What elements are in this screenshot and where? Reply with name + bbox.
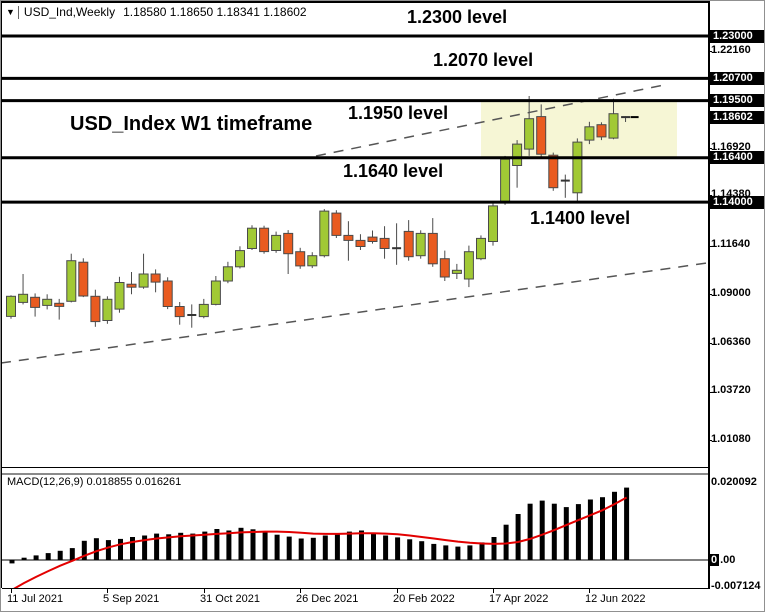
- level-label[interactable]: 1.2070 level: [433, 50, 534, 70]
- time-axis-label: 17 Apr 2022: [489, 593, 549, 605]
- axis-tick: [11, 589, 12, 593]
- macd-axis-label: 0.020092: [711, 476, 757, 488]
- macd-histogram: [9, 487, 630, 564]
- dropdown-caret-icon[interactable]: ▼: [6, 7, 15, 17]
- price-axis-label: 1.14380: [711, 188, 751, 200]
- axis-tick: [708, 195, 712, 196]
- trendline[interactable]: [1, 262, 708, 364]
- price-axis-label: 1.23000: [710, 30, 764, 43]
- time-axis-label: 11 Jul 2021: [7, 593, 64, 605]
- axis-tick: [204, 589, 205, 593]
- annotation-note[interactable]: USD_Index W1 timeframe: [70, 113, 313, 135]
- time-axis-label: 20 Feb 2022: [393, 593, 455, 605]
- time-axis-label: 26 Dec 2021: [296, 593, 359, 605]
- macd-zero-label: 0.00: [709, 554, 735, 566]
- price-axis[interactable]: 1.23000 1.22160 1.20700 1.19500 1.18602 1.169…: [710, 1, 764, 588]
- macd-signal-line: [13, 496, 628, 588]
- chart-left-border: [1, 1, 2, 588]
- level-label[interactable]: 1.1640 level: [343, 161, 444, 181]
- level-label[interactable]: 1.1400 level: [530, 208, 631, 228]
- price-axis-label: 1.18602: [710, 111, 764, 124]
- price-axis-label: 1.11640: [711, 238, 751, 250]
- price-axis-label: 1.22160: [711, 44, 751, 56]
- time-axis-label: 31 Oct 2021: [200, 593, 260, 605]
- macd-indicator-label: MACD(12,26,9) 0.018855 0.016261: [7, 476, 182, 488]
- chart-title: ▼ USD_Ind,Weekly 1.18580 1.18650 1.18341…: [6, 5, 307, 19]
- axis-tick: [708, 148, 712, 149]
- price-axis-label: 1.19500: [710, 94, 764, 107]
- axis-tick: [708, 51, 712, 52]
- ohlc-values: 1.18580 1.18650 1.18341 1.18602: [123, 5, 307, 19]
- trendline[interactable]: [315, 84, 665, 157]
- time-axis-line: [2, 588, 710, 589]
- price-axis-label: 1.20700: [710, 72, 764, 85]
- axis-tick: [708, 392, 712, 393]
- axis-tick: [708, 294, 712, 295]
- candles: [6, 96, 631, 328]
- price-axis-label: 1.01080: [711, 433, 751, 445]
- title-divider: [17, 5, 19, 19]
- time-axis-label: 5 Sep 2021: [103, 593, 160, 605]
- level-label[interactable]: 1.1950 level: [348, 103, 449, 123]
- price-axis-label: 1.14000: [710, 196, 764, 209]
- axis-tick: [708, 343, 712, 344]
- axis-tick: [397, 589, 398, 593]
- chart-top-border: [2, 1, 709, 3]
- axis-tick: [107, 589, 108, 593]
- time-axis-label: 12 Jun 2022: [585, 593, 646, 605]
- axis-tick: [300, 589, 301, 593]
- level-label[interactable]: 1.2300 level: [407, 7, 508, 27]
- price-axis-label: 1.16400: [710, 151, 764, 164]
- price-axis-label: 1.09000: [711, 287, 751, 299]
- time-axis[interactable]: 11 Jul 2021 5 Sep 2021 31 Oct 2021 26 Dec 2…: [1, 589, 764, 611]
- pane-separator[interactable]: [2, 467, 708, 475]
- axis-tick: [708, 440, 712, 441]
- price-axis-label: 1.06360: [711, 336, 751, 348]
- macd-axis-label: -0.007124: [711, 580, 761, 592]
- price-axis-label: 1.16920: [711, 141, 751, 153]
- macd-zero-marker: 0: [709, 554, 720, 566]
- axis-tick: [589, 589, 590, 593]
- price-chart-pane: [1, 34, 708, 364]
- price-axis-label: 1.03720: [711, 384, 751, 396]
- symbol-period-label: USD_Ind,Weekly: [23, 5, 116, 19]
- axis-tick: [708, 246, 712, 247]
- macd-zero-text: .00: [720, 554, 736, 566]
- axis-tick: [493, 589, 494, 593]
- macd-pane: [2, 487, 708, 588]
